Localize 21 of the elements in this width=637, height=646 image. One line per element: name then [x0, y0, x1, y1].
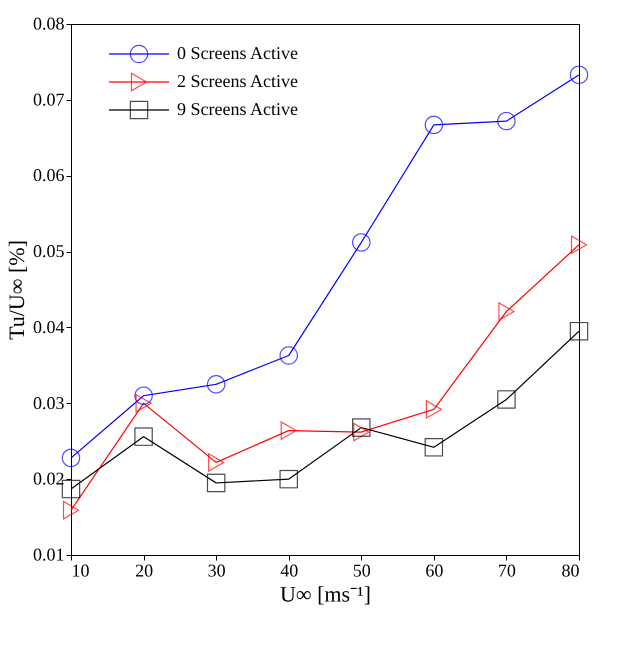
y-tick-label: 0.05: [33, 241, 64, 262]
y-tick-label: 0.04: [33, 316, 64, 337]
x-tick-label: 80: [562, 560, 580, 580]
y-tick-label: 0.06: [33, 165, 64, 186]
y-tick-label: 0.03: [33, 392, 64, 413]
x-tick-label: 10: [72, 560, 90, 580]
x-tick-label: 30: [208, 560, 226, 580]
x-tick-label: 20: [135, 560, 154, 580]
x-tick-label: 60: [425, 560, 444, 580]
x-axis-title: U∞ [ms⁻¹]: [280, 582, 371, 606]
y-tick-label: 0.07: [33, 89, 64, 110]
legend-label: 0 Screens Active: [177, 43, 298, 63]
x-tick-label: 70: [498, 560, 516, 580]
legend-label: 2 Screens Active: [177, 71, 298, 91]
y-tick-label: 0.08: [33, 14, 64, 34]
y-tick-label: 0.01: [33, 544, 64, 564]
x-tick-label: 40: [280, 560, 298, 580]
x-tick-label: 50: [352, 560, 371, 580]
y-tick-label: 0.02: [33, 468, 64, 489]
y-axis-title: Tu/U∞ [%]: [4, 240, 29, 340]
legend-label: 9 Screens Active: [177, 99, 298, 119]
